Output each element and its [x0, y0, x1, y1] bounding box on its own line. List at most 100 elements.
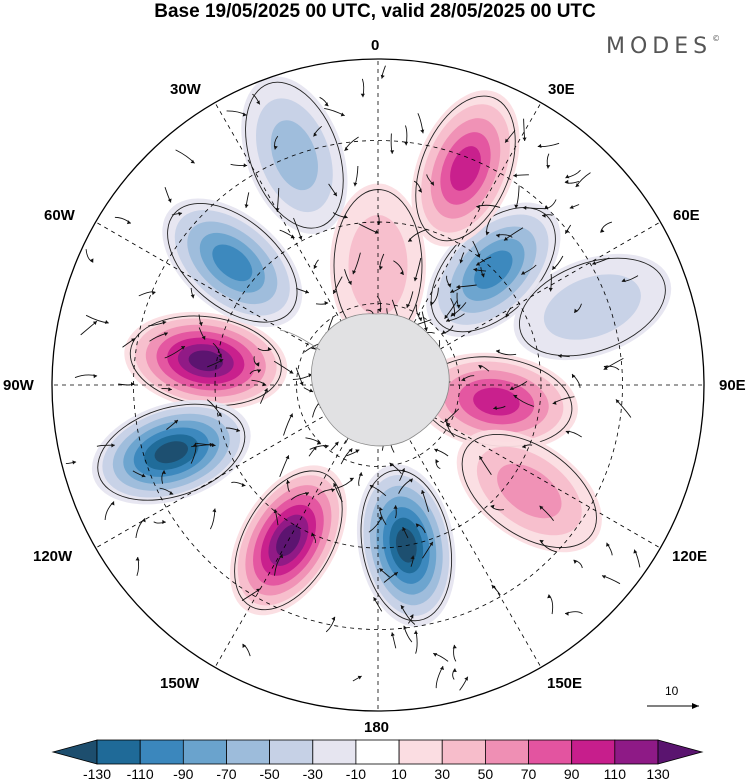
streamline-arrowhead: [169, 491, 174, 495]
meridian-line: [377, 102, 542, 386]
streamline-arrowhead: [141, 518, 146, 523]
streamline-arrowhead: [343, 214, 348, 219]
streamline-arrowhead: [135, 557, 140, 561]
streamline-arrowhead: [452, 644, 457, 649]
streamline-arrowhead: [603, 365, 608, 370]
streamline-arrowhead: [242, 112, 247, 117]
streamline-arrowhead: [509, 386, 514, 390]
colorbar-tick-label: -130: [82, 766, 112, 782]
streamline-arrowhead: [473, 267, 478, 272]
streamline-arrowhead: [544, 205, 549, 209]
streamline-arrowhead: [111, 443, 115, 448]
streamline-arrowhead: [496, 233, 500, 238]
streamline-arrowhead: [491, 585, 496, 589]
streamline-arrowhead: [163, 332, 168, 337]
lon-label-30w: 30W: [170, 81, 201, 98]
streamline-arrowhead: [357, 675, 362, 680]
streamline-arrowhead: [440, 666, 444, 670]
streamline-arrowhead: [476, 253, 481, 258]
streamline-arrowhead: [461, 377, 466, 382]
colorbar-swatch: [441, 739, 486, 765]
streamline-arrowhead: [273, 145, 278, 150]
streamline-arrowhead: [400, 605, 405, 610]
streamline-arrowhead: [401, 468, 406, 473]
streamline-arrowhead: [539, 505, 544, 510]
streamline-arrowhead: [333, 289, 337, 294]
streamline-arrowhead: [104, 320, 109, 324]
colorbar-low-triangle: [51, 739, 98, 765]
streamline-arrowhead: [390, 150, 395, 154]
lon-label-90w: 90W: [3, 377, 34, 394]
colorbar-tick-label: 30: [434, 766, 450, 782]
anomaly-cell: [414, 352, 578, 451]
streamline-arrowhead: [447, 283, 452, 288]
anomaly-cell: [513, 253, 672, 361]
streamline-arrowhead: [244, 204, 249, 208]
colorbar-swatch: [355, 739, 400, 765]
modes-logo: MODES©: [606, 34, 720, 59]
meridian-line: [214, 384, 379, 668]
lon-label-120e: 120E: [672, 548, 708, 565]
streamline-arrowhead: [564, 179, 569, 184]
streamline-arrowhead: [360, 93, 365, 98]
lon-label-150e: 150E: [547, 675, 583, 692]
streamline-arrowhead: [403, 625, 408, 630]
streamline-arrowhead: [161, 470, 166, 474]
streamline-arrowhead: [522, 444, 526, 449]
streamline-arrowhead: [168, 387, 172, 392]
streamline-arrowhead: [151, 291, 156, 296]
lon-label-120w: 120W: [33, 548, 73, 565]
streamline-arrowhead: [452, 668, 457, 672]
streamline-arrowhead: [256, 100, 260, 105]
streamline-arrowhead: [279, 554, 284, 559]
map-title: Base 19/05/2025 00 UTC, valid 28/05/2025…: [154, 1, 596, 22]
meridian-line: [95, 221, 379, 386]
streamline-arrowhead: [285, 455, 290, 460]
streamline-arrowhead: [430, 181, 434, 186]
anomaly-cell: [91, 399, 251, 505]
streamline-arrowhead: [333, 483, 337, 487]
streamline-arrowhead: [309, 388, 314, 393]
streamline-arrowhead: [190, 294, 195, 299]
streamline-arrowhead: [514, 204, 519, 209]
colorbar-high-triangle: [657, 739, 704, 765]
latitude-circle: [214, 221, 542, 549]
streamline-arrowhead: [476, 204, 480, 209]
streamline-arrowhead: [464, 676, 468, 681]
streamline-arrowhead: [393, 572, 398, 576]
colorbar-tick-label: 90: [563, 766, 580, 782]
streamline-arrowhead: [592, 261, 597, 265]
streamline-arrowhead: [348, 280, 352, 285]
streamline: [478, 364, 490, 372]
streamline-arrowhead: [344, 147, 349, 151]
streamline-arrowhead: [353, 182, 358, 187]
streamline-arrowhead: [521, 270, 526, 275]
streamline-arrowhead: [573, 560, 578, 564]
streamline-arrowhead: [522, 205, 527, 210]
colorbar-tick-label: -50: [259, 766, 280, 782]
colorbar-tick-label: 70: [520, 766, 537, 782]
colorbar-swatch: [96, 739, 141, 765]
colorbar: [51, 739, 704, 765]
streamline-arrowhead: [289, 369, 294, 374]
streamline-arrowhead: [552, 265, 556, 270]
meridian-line: [377, 384, 661, 549]
streamline-arrowhead: [548, 287, 553, 292]
streamline-arrowhead: [380, 74, 385, 79]
streamline-arrowhead: [316, 440, 321, 445]
colorbar-tick-label: -90: [173, 766, 194, 782]
streamline-arrowhead: [369, 485, 374, 489]
streamline-arrowhead: [451, 312, 456, 317]
streamline: [85, 249, 94, 263]
streamline-arrowhead: [404, 141, 409, 146]
streamline-arrowhead: [574, 308, 578, 313]
lon-label-30e: 30E: [548, 81, 575, 98]
streamline-arrowhead: [305, 492, 309, 496]
streamline-arrowhead: [406, 303, 410, 308]
streamline-arrowhead: [131, 338, 136, 343]
streamline-arrowhead: [493, 405, 498, 410]
streamline-arrowhead: [539, 540, 544, 544]
streamline-arrowhead: [444, 418, 449, 422]
streamline-arrowhead: [131, 382, 135, 387]
streamline-arrowhead: [93, 374, 98, 379]
